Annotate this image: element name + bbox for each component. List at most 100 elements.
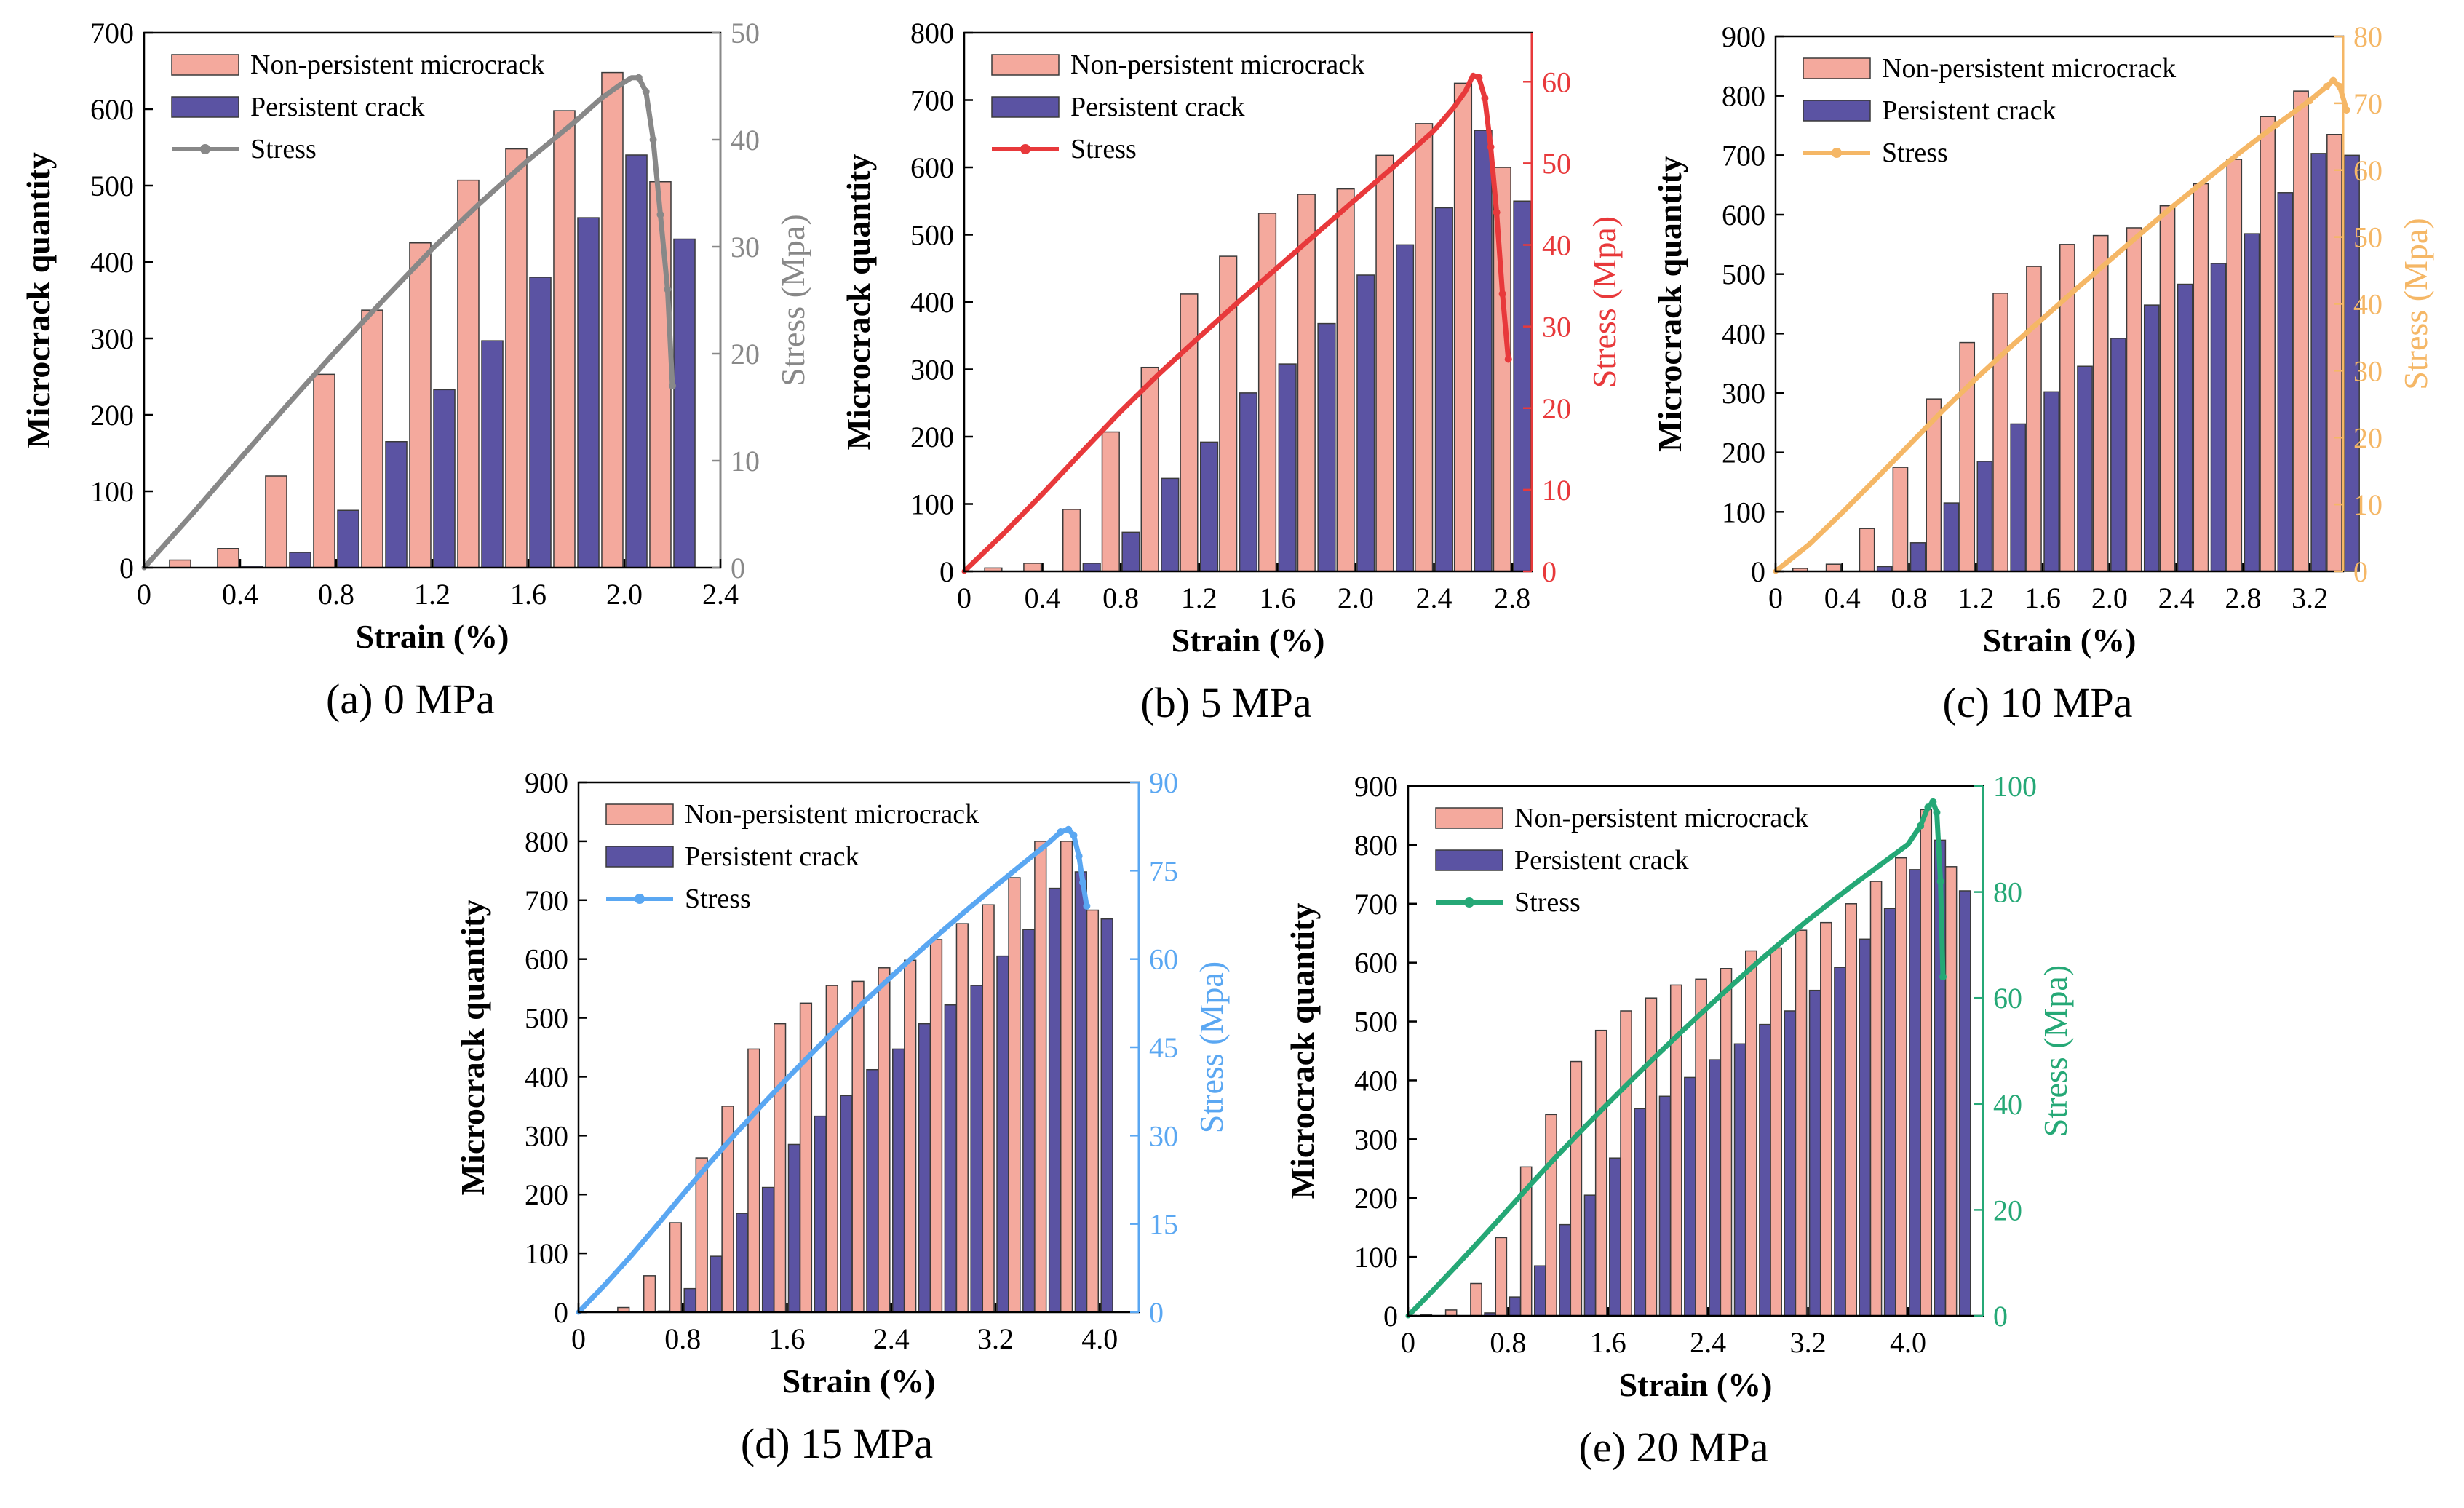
- y-tick-label: 200: [1354, 1182, 1398, 1215]
- stress-point: [1487, 143, 1495, 151]
- bar-non-persistent: [1946, 867, 1957, 1316]
- bar-persistent: [626, 155, 647, 568]
- bar-persistent: [893, 1049, 905, 1312]
- x-tick-label: 2.4: [1416, 582, 1452, 614]
- panel-caption: (c) 10 MPa: [1943, 679, 2133, 726]
- x-tick-label: 0.4: [1824, 582, 1861, 614]
- x-tick-label: 1.6: [1259, 582, 1295, 614]
- bar-non-persistent: [1471, 1284, 1482, 1316]
- bar-non-persistent: [1009, 878, 1020, 1312]
- x-tick-label: 2.0: [2091, 582, 2128, 614]
- bar-persistent: [2311, 154, 2326, 571]
- bar-non-persistent: [1859, 528, 1874, 571]
- y-tick-label: 300: [910, 354, 954, 386]
- bar-persistent: [1610, 1158, 1621, 1316]
- stress-point: [1937, 878, 1944, 885]
- bar-persistent: [482, 341, 503, 568]
- bar-non-persistent: [1415, 124, 1433, 571]
- stress-point: [1481, 95, 1488, 102]
- bar-non-persistent: [1770, 948, 1781, 1316]
- x-tick-label: 4.0: [1081, 1322, 1118, 1355]
- y-tick-label: 800: [910, 17, 954, 49]
- y2-tick-label: 20: [1993, 1194, 2022, 1226]
- y-tick-label: 600: [1354, 947, 1398, 980]
- bar-non-persistent: [2193, 184, 2208, 571]
- bar-non-persistent: [878, 968, 890, 1312]
- stress-point: [1499, 290, 1506, 298]
- bar-non-persistent: [644, 1276, 656, 1312]
- x-tick-label: 0.8: [318, 578, 354, 611]
- bar-persistent: [1474, 130, 1492, 571]
- y-tick-label: 500: [910, 219, 954, 252]
- bar-non-persistent: [1896, 858, 1907, 1316]
- bar-persistent: [1659, 1096, 1670, 1316]
- x-tick-label: 0.8: [1490, 1326, 1526, 1359]
- y-tick-label: 0: [119, 552, 134, 584]
- y-tick-label: 400: [1354, 1064, 1398, 1097]
- bar-persistent: [2145, 305, 2159, 571]
- bar-non-persistent: [2094, 236, 2108, 571]
- x-tick-label: 4.0: [1890, 1326, 1926, 1359]
- bar-persistent: [2078, 366, 2092, 571]
- y2-tick-label: 80: [2353, 20, 2382, 53]
- bar-persistent: [867, 1070, 878, 1312]
- bar-persistent: [1784, 1011, 1795, 1316]
- bar-non-persistent: [410, 243, 431, 568]
- y-tick-label: 800: [1354, 829, 1398, 862]
- x-tick-label: 3.2: [977, 1322, 1014, 1355]
- bar-non-persistent: [1795, 930, 1806, 1316]
- y-tick-label: 200: [910, 421, 954, 453]
- y-tick-label: 400: [1722, 317, 1765, 350]
- y2-tick-label: 70: [2353, 87, 2382, 120]
- x-tick-label: 0: [1768, 582, 1783, 614]
- bar-non-persistent: [1180, 294, 1198, 571]
- y-axis-title: Microcrack quantity: [1651, 156, 1688, 452]
- bar-persistent: [1535, 1266, 1546, 1316]
- bar-non-persistent: [1102, 432, 1120, 571]
- bar-persistent: [1023, 929, 1035, 1312]
- bar-non-persistent: [2027, 266, 2041, 571]
- bar-persistent: [1810, 991, 1821, 1316]
- bar-persistent: [814, 1116, 826, 1312]
- y-tick-label: 800: [525, 825, 568, 858]
- bar-non-persistent: [1821, 923, 1832, 1316]
- x-tick-label: 0: [571, 1322, 586, 1355]
- bar-non-persistent: [2294, 91, 2308, 571]
- x-tick-label: 1.6: [1590, 1326, 1626, 1359]
- legend-label: Stress: [1514, 887, 1581, 918]
- bar-persistent: [840, 1095, 852, 1312]
- y2-tick-label: 75: [1149, 854, 1178, 887]
- legend-label: Persistent crack: [685, 841, 859, 872]
- bar-non-persistent: [1570, 1062, 1581, 1316]
- bar-non-persistent: [2227, 159, 2241, 571]
- y2-tick-label: 40: [2353, 288, 2382, 321]
- bar-non-persistent: [2260, 116, 2275, 571]
- bar-non-persistent: [2327, 135, 2342, 571]
- bar-persistent: [763, 1188, 774, 1312]
- y-tick-label: 500: [90, 170, 134, 202]
- bar-persistent: [789, 1144, 800, 1312]
- panel-caption: (a) 0 MPa: [326, 675, 495, 723]
- y2-tick-label: 20: [1542, 392, 1571, 425]
- bar-persistent: [386, 442, 407, 568]
- legend-label: Non-persistent microcrack: [1070, 49, 1364, 80]
- x-tick-label: 1.2: [1181, 582, 1217, 614]
- x-tick-label: 0.4: [1025, 582, 1061, 614]
- bar-non-persistent: [1087, 910, 1099, 1312]
- bar-non-persistent: [1746, 951, 1757, 1316]
- legend-label: Persistent crack: [1070, 92, 1245, 122]
- bar-non-persistent: [748, 1049, 760, 1312]
- y2-tick-label: 30: [731, 231, 760, 263]
- x-tick-label: 0: [137, 578, 151, 611]
- legend-swatch-non-persistent: [992, 55, 1059, 75]
- legend-swatch-persistent: [172, 97, 239, 117]
- bar-persistent: [290, 552, 311, 568]
- bar-non-persistent: [905, 960, 916, 1312]
- x-tick-label: 2.8: [2225, 582, 2261, 614]
- stress-point: [1505, 355, 1512, 362]
- y-axis-title: Microcrack quantity: [1284, 903, 1321, 1199]
- bar-persistent: [674, 239, 695, 568]
- bar-non-persistent: [669, 1223, 681, 1312]
- bar-persistent: [1735, 1044, 1746, 1316]
- x-tick-label: 2.8: [1494, 582, 1530, 614]
